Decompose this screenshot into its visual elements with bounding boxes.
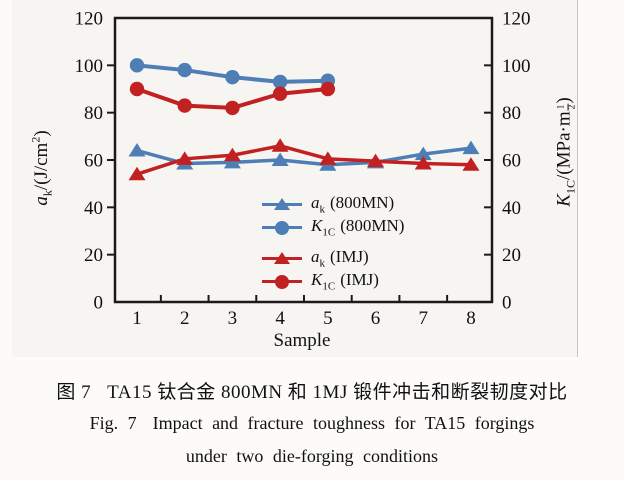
svg-text:8: 8 — [466, 308, 476, 329]
svg-text:0: 0 — [502, 293, 512, 314]
svg-text:3: 3 — [228, 308, 238, 329]
figure-scan-background — [12, 0, 578, 357]
svg-text:80: 80 — [84, 103, 103, 124]
red-triangle-icon — [274, 252, 290, 264]
figure-number-zh: 图 7 — [56, 382, 92, 403]
red-circle-icon — [275, 274, 289, 289]
caption-text-zh: TA15 钛合金 800MN 和 1MJ 锻件冲击和断裂韧度对比 — [107, 382, 568, 403]
subscript-k: k — [40, 190, 55, 197]
svg-text:20: 20 — [84, 245, 103, 266]
svg-text:120: 120 — [75, 9, 104, 30]
caption-chinese: 图 7 TA15 钛合金 800MN 和 1MJ 锻件冲击和断裂韧度对比 — [0, 377, 624, 404]
svg-text:4: 4 — [275, 308, 285, 329]
subscript-1C: 1C — [563, 179, 578, 195]
x-axis-label: Sample — [273, 330, 331, 351]
caption-text-en: Impact and fracture toughness for TA15 f… — [152, 413, 535, 433]
svg-text:60: 60 — [502, 151, 521, 172]
right-unit-pre: /(MPa·m — [553, 111, 575, 180]
caption-english-line1: Fig. 7 Impact and fracture toughness for … — [0, 413, 624, 434]
triangle-marker-icon — [262, 197, 302, 212]
legend-var: a — [311, 247, 320, 267]
left-unit-pre: /(J/cm — [30, 142, 52, 191]
legend-var: K — [311, 270, 323, 290]
svg-text:120: 120 — [502, 9, 531, 30]
legend-label: K1C (800MN) — [311, 216, 404, 238]
legend-sub: k — [319, 203, 326, 216]
legend-var: K — [311, 216, 323, 236]
legend-label: ak (800MN) — [311, 193, 394, 215]
svg-text:0: 0 — [94, 293, 104, 314]
legend-item-ak-800mn: ak (800MN) — [262, 193, 404, 216]
legend-condition: (IMJ) — [340, 270, 379, 290]
figure-number-en: Fig. 7 — [89, 413, 137, 433]
right-unit-post: ) — [553, 97, 575, 104]
superscript-2: 2 — [28, 136, 43, 143]
legend-label: ak (IMJ) — [311, 247, 369, 269]
variable-K: K — [553, 194, 575, 207]
svg-text:60: 60 — [84, 151, 103, 172]
column-rule — [577, 0, 578, 357]
svg-text:6: 6 — [371, 308, 381, 329]
legend-sub: k — [319, 257, 326, 270]
svg-text:2: 2 — [180, 308, 190, 329]
legend-item-k1c-imj: K1C (IMJ) — [262, 270, 404, 293]
legend-var: a — [311, 193, 320, 213]
legend-condition: (800MN) — [340, 216, 405, 236]
line-chart: 0 0 20 20 40 40 60 60 80 80 100 100 120 120 1 2 3 4 5 6 7 8 — [75, 9, 531, 330]
svg-text:40: 40 — [84, 198, 103, 219]
left-unit-post: ) — [30, 130, 52, 137]
svg-text:100: 100 — [502, 56, 531, 77]
circle-marker-icon — [262, 274, 302, 289]
legend-item-k1c-800mn: K1C (800MN) — [262, 216, 404, 239]
variable-a: a — [30, 196, 52, 206]
legend-sub: 1C — [322, 226, 336, 239]
svg-text:7: 7 — [419, 308, 429, 329]
legend-label: K1C (IMJ) — [311, 270, 379, 292]
triangle-marker-icon — [262, 251, 302, 266]
svg-text:100: 100 — [75, 56, 104, 77]
caption-english-line2: under two die-forging conditions — [185, 446, 439, 466]
legend-item-ak-imj: ak (IMJ) — [262, 247, 404, 270]
y-axis-label-right: K1C/(MPa·m 1 2) — [554, 97, 579, 206]
svg-text:20: 20 — [502, 245, 521, 266]
legend-sub: 1C — [322, 280, 336, 293]
svg-text:5: 5 — [323, 308, 333, 329]
legend: ak (800MN) K1C (800MN) ak (IMJ) K1C (IMJ) — [262, 193, 404, 293]
legend-condition: (800MN) — [330, 193, 395, 213]
legend-condition: (IMJ) — [330, 247, 369, 267]
svg-text:1: 1 — [132, 308, 142, 329]
circle-marker-icon — [262, 220, 302, 235]
svg-text:80: 80 — [502, 103, 521, 124]
blue-circle-icon — [275, 220, 289, 235]
svg-text:40: 40 — [502, 198, 521, 219]
y-axis-label-left: ak/(J/cm2) — [28, 130, 55, 205]
blue-triangle-icon — [274, 198, 290, 210]
